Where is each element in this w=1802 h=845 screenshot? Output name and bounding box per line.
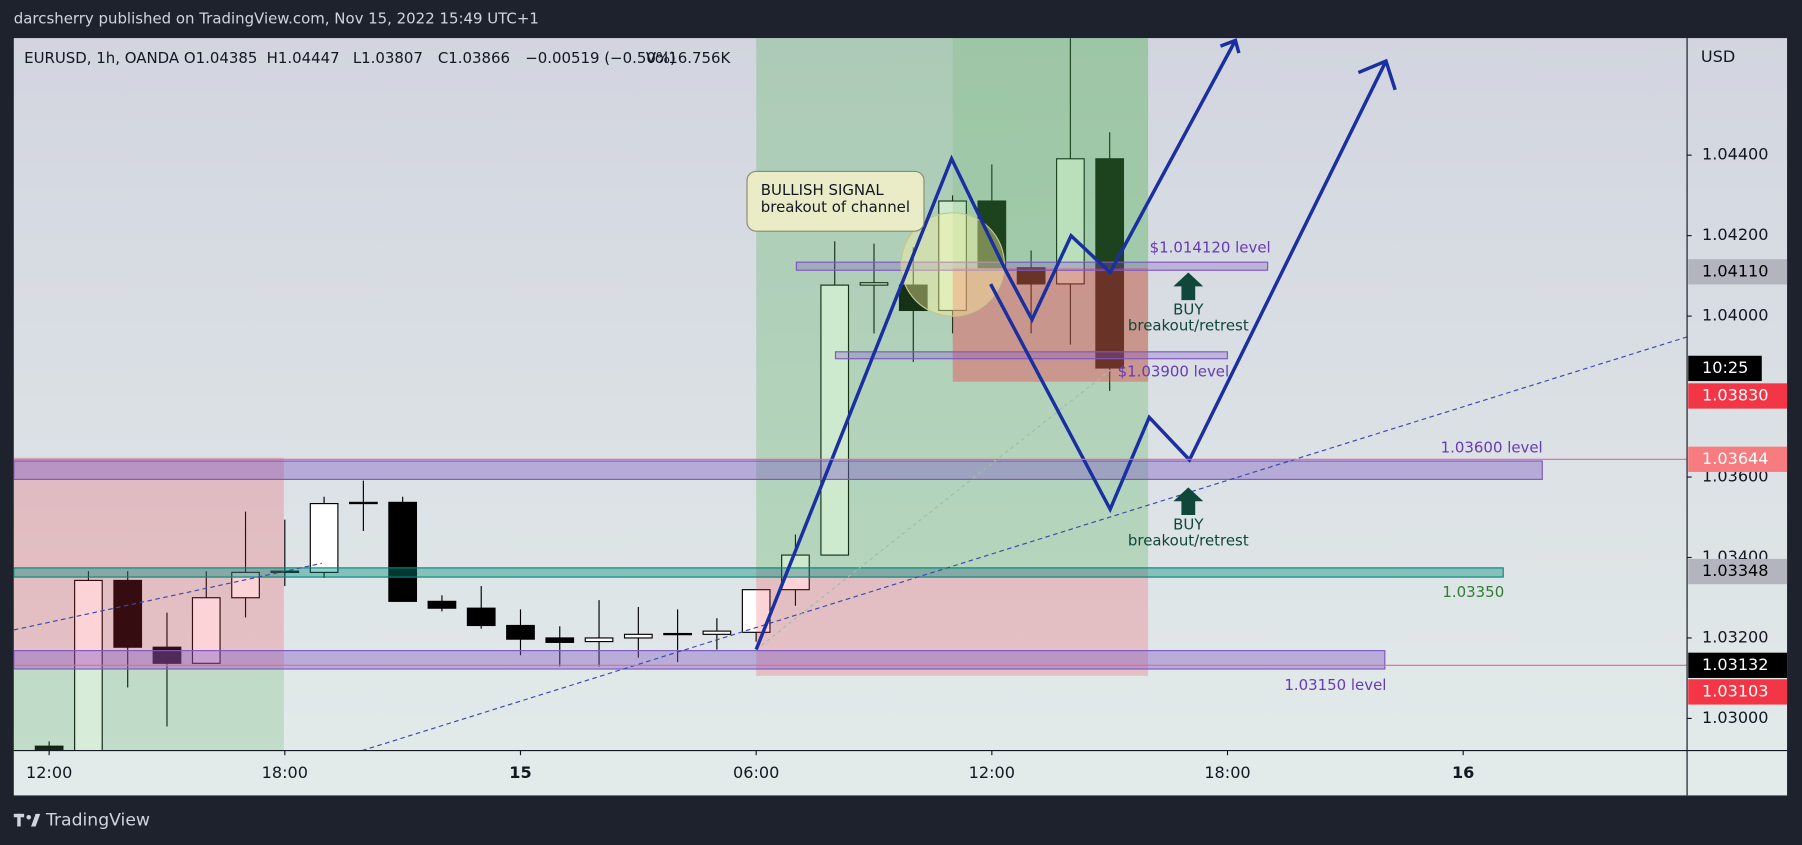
buy-label: breakout/retrest <box>1128 317 1249 335</box>
candle-body <box>309 503 339 573</box>
callout-text: BULLISH SIGNAL <box>761 181 885 199</box>
price-tag <box>1688 652 1788 678</box>
candle-body <box>506 624 535 640</box>
level-label: 1.03600 level <box>1441 438 1543 456</box>
logo-part <box>26 814 32 820</box>
y-tick-label: 1.03000 <box>1702 708 1769 727</box>
candle-body <box>623 633 653 639</box>
x-tick-label: 06:00 <box>733 763 779 782</box>
candle-body <box>702 630 732 635</box>
y-tick-label: 1.04200 <box>1702 225 1769 244</box>
candle-body <box>388 501 418 602</box>
x-tick-label: 12:00 <box>969 763 1015 782</box>
price-tag <box>1688 383 1788 409</box>
price-tag-label: 1.04110 <box>1702 261 1769 280</box>
candle-body <box>34 745 64 750</box>
axes: 1.030001.032001.034001.036001.040001.042… <box>26 145 1788 782</box>
trend-line <box>755 369 1111 650</box>
projection-path <box>754 39 1237 651</box>
ohlc-value: Vol16.756K <box>646 49 732 67</box>
y-axis-label: USD <box>1701 47 1735 66</box>
price-tag-label: 1.03348 <box>1702 561 1769 580</box>
candle-body <box>113 579 143 648</box>
candle-body <box>191 597 221 664</box>
position-box <box>952 267 1149 382</box>
candle-body <box>1056 158 1085 285</box>
position-box <box>756 38 1149 570</box>
y-tick-label: 1.04400 <box>1702 145 1769 164</box>
x-tick-label: 18:00 <box>1204 763 1250 782</box>
y-tick-label: 1.04000 <box>1702 306 1769 325</box>
ohlc-value: C1.03866 <box>438 49 510 67</box>
symbol: EURUSD, 1h, OANDA <box>24 49 180 67</box>
price-tag-label: 1.03132 <box>1702 655 1769 674</box>
price-tag-label: 1.03103 <box>1702 681 1769 700</box>
y-tick-label: 1.03200 <box>1702 627 1769 646</box>
ohlc-value: O1.04385 <box>184 49 258 67</box>
buy-label: breakout/retrest <box>1128 531 1249 549</box>
trend-line <box>13 562 322 631</box>
buy-label: BUY <box>1173 300 1204 318</box>
price-tag-label: 1.03644 <box>1702 449 1769 468</box>
x-tick-label: 12:00 <box>26 763 72 782</box>
position-box <box>756 569 1149 676</box>
price-tag <box>1688 679 1788 705</box>
candle-body <box>584 637 614 643</box>
candle-body <box>977 200 1007 269</box>
trend-line <box>361 336 1688 751</box>
candle-body <box>663 632 692 636</box>
price-tag <box>1688 259 1788 285</box>
price-tag-label: 1.03830 <box>1702 385 1769 404</box>
ohlc-value: H1.04447 <box>267 49 340 67</box>
level-label: $1.03900 level <box>1118 363 1230 381</box>
level-label: 1.03150 level <box>1284 676 1386 694</box>
level-zone <box>13 650 1386 670</box>
footer-logo <box>13 813 41 827</box>
footer-brand: TradingView <box>45 811 150 831</box>
buy-label: BUY <box>1173 515 1204 533</box>
level-zone <box>795 261 1269 271</box>
level-label: $1.014120 level <box>1150 238 1271 256</box>
publisher: darcsherry published on TradingView.com,… <box>14 10 539 28</box>
candle-body <box>427 600 457 609</box>
projection-path <box>989 60 1388 514</box>
candle-body <box>1016 267 1046 285</box>
candle-body <box>938 200 967 312</box>
price-tag <box>1688 446 1788 472</box>
level-label: 1.03350 <box>1442 583 1504 601</box>
candle-body <box>152 646 182 664</box>
logo-part <box>17 813 21 827</box>
level-zone <box>13 460 1543 480</box>
arrow-head <box>1357 58 1397 91</box>
candle-body <box>859 282 889 286</box>
callout-box <box>746 170 925 232</box>
logo-part <box>31 813 41 827</box>
candle-body <box>781 554 810 591</box>
position-box <box>13 457 284 667</box>
position-box <box>13 666 284 751</box>
countdown: 10:25 <box>1702 358 1748 377</box>
candle-body <box>349 501 378 505</box>
ohlc-value: −0.00519 (−0.50%) <box>525 49 676 67</box>
countdown-tag <box>1688 355 1762 382</box>
x-tick-label: 15 <box>509 763 531 782</box>
x-tick-label: 16 <box>1452 763 1474 782</box>
callout-text: breakout of channel <box>761 198 910 216</box>
arrow-head <box>1219 38 1241 54</box>
price-tag <box>1688 558 1788 585</box>
level-zone <box>13 567 1504 578</box>
x-tick-label: 18:00 <box>262 763 308 782</box>
ohlc-value: L1.03807 <box>353 49 423 67</box>
candle-body <box>466 607 496 627</box>
candle-body <box>545 637 575 643</box>
